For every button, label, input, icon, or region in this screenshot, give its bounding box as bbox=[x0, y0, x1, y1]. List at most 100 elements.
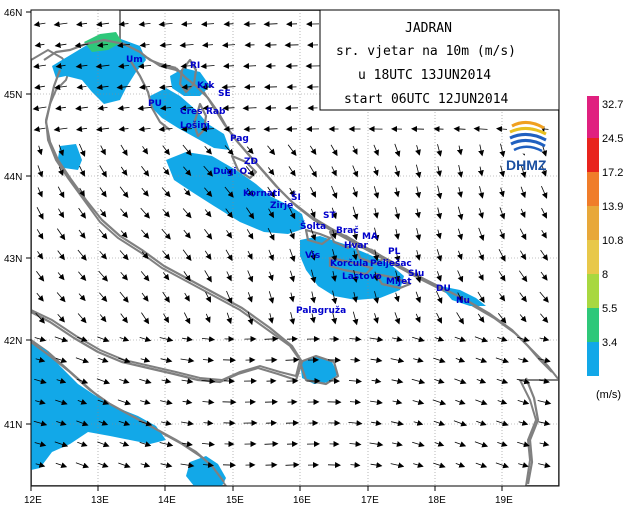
wind-arrow bbox=[371, 377, 382, 384]
wind-arrow bbox=[162, 145, 170, 156]
wind-arrow bbox=[373, 186, 380, 199]
wind-arrow bbox=[394, 143, 401, 158]
wind-arrow bbox=[96, 378, 111, 385]
lon-tick-label: 17E bbox=[361, 495, 379, 506]
wind-arrow bbox=[139, 41, 150, 48]
wind-arrow bbox=[331, 207, 337, 220]
legend-label: 10.8 bbox=[602, 235, 623, 247]
lon-tick-label: 13E bbox=[91, 495, 109, 506]
wind-arrow bbox=[97, 104, 108, 111]
wind-arrow bbox=[159, 84, 173, 91]
wind-arrow bbox=[436, 144, 443, 157]
wind-arrow bbox=[205, 313, 211, 324]
wind-arrow bbox=[352, 292, 358, 303]
wind-arrow bbox=[246, 146, 254, 155]
wind-arrow bbox=[55, 105, 66, 111]
wind-arrow bbox=[518, 270, 528, 283]
wind-arrow bbox=[77, 399, 88, 405]
wind-arrow bbox=[245, 166, 255, 177]
wind-arrow bbox=[516, 378, 531, 385]
color-legend: 32.7 24.5 17.2 13.9 10.8 8 5.5 3.4 bbox=[587, 96, 623, 376]
wind-arrow bbox=[75, 357, 90, 364]
place-label: ZD bbox=[244, 157, 258, 167]
wind-arrow bbox=[226, 271, 232, 282]
wind-arrow bbox=[183, 188, 191, 197]
tick-marks bbox=[26, 11, 503, 491]
wind-arrow bbox=[202, 462, 214, 468]
wind-arrow bbox=[310, 208, 316, 219]
legend-swatch bbox=[587, 172, 599, 206]
wind-arrow bbox=[246, 187, 254, 197]
longitude-labels: 12E 13E 14E 15E 16E 17E 18E 19E bbox=[24, 495, 513, 506]
wind-arrow bbox=[411, 378, 426, 385]
wind-arrow bbox=[183, 229, 191, 239]
coastline bbox=[31, 38, 553, 485]
wind-arrow bbox=[117, 399, 132, 406]
lat-tick-label: 42N bbox=[4, 336, 22, 347]
wind-arrow bbox=[390, 357, 405, 364]
wind-arrow bbox=[99, 187, 107, 198]
plot-frame bbox=[30, 9, 560, 487]
wind-arrow bbox=[373, 313, 379, 324]
wind-arrow bbox=[539, 378, 550, 384]
wind-arrow bbox=[223, 20, 234, 27]
wind-arrow bbox=[331, 312, 338, 325]
wind-arrow bbox=[392, 441, 403, 447]
wind-arrow bbox=[120, 144, 128, 156]
dhmz-logo-text: DHMZ bbox=[506, 157, 547, 173]
wind-arrow bbox=[118, 63, 130, 69]
wind-arrow bbox=[372, 166, 379, 177]
wind-arrow bbox=[75, 462, 90, 469]
wind-arrow bbox=[455, 462, 466, 468]
lon-tick-label: 15E bbox=[226, 495, 244, 506]
wind-arrow bbox=[54, 84, 67, 91]
wind-arrow bbox=[432, 399, 447, 406]
wind-arrow bbox=[394, 165, 401, 178]
wind-arrow bbox=[499, 293, 506, 302]
wind-arrow bbox=[520, 164, 527, 179]
wind-arrow bbox=[79, 143, 86, 157]
wind-arrow bbox=[413, 419, 424, 426]
legend-swatch bbox=[587, 138, 599, 172]
place-label: SE bbox=[218, 89, 231, 99]
wind-arrow bbox=[100, 145, 106, 156]
wind-arrow bbox=[477, 166, 484, 177]
wind-arrow bbox=[78, 207, 86, 219]
wind-arrow bbox=[141, 312, 150, 325]
wind-arrow bbox=[496, 378, 509, 384]
wind-arrow bbox=[454, 336, 467, 343]
wind-arrow bbox=[159, 441, 174, 448]
place-label: Um bbox=[126, 55, 143, 65]
wind-arrow bbox=[161, 420, 172, 426]
wind-arrow bbox=[457, 270, 464, 283]
wind-arrow bbox=[370, 357, 383, 364]
wind-arrow bbox=[330, 229, 337, 240]
wind-arrow bbox=[181, 420, 194, 427]
wind-arrow bbox=[140, 399, 151, 405]
wind-arrow bbox=[139, 441, 152, 448]
lat-tick-label: 41N bbox=[4, 420, 22, 431]
wind-arrow bbox=[436, 271, 442, 282]
wind-arrow bbox=[139, 336, 152, 343]
wind-arrow bbox=[538, 357, 551, 364]
legend-swatch bbox=[587, 342, 599, 376]
wind-arrow bbox=[474, 441, 489, 448]
wind-arrow bbox=[78, 293, 86, 302]
wind-arrow bbox=[58, 166, 64, 177]
wind-arrow bbox=[119, 378, 130, 384]
wind-arrow bbox=[56, 377, 67, 384]
wind-arrow bbox=[497, 441, 508, 447]
wind-arrow bbox=[182, 249, 192, 262]
legend-swatch bbox=[587, 240, 599, 274]
wind-arrow bbox=[99, 209, 107, 218]
title-line-2: sr. vjetar na 10m (m/s) bbox=[336, 44, 516, 59]
wind-arrow bbox=[55, 462, 68, 468]
wind-arrow bbox=[96, 126, 110, 133]
wind-arrow bbox=[117, 105, 130, 112]
wind-arrow bbox=[75, 105, 88, 112]
latitude-labels: 46N 45N 44N 43N 42N 41N bbox=[4, 8, 22, 431]
wind-arrow bbox=[310, 228, 317, 241]
wind-arrow bbox=[373, 291, 380, 304]
wind-arrow bbox=[57, 313, 65, 323]
dhmz-logo: DHMZ bbox=[506, 120, 547, 173]
